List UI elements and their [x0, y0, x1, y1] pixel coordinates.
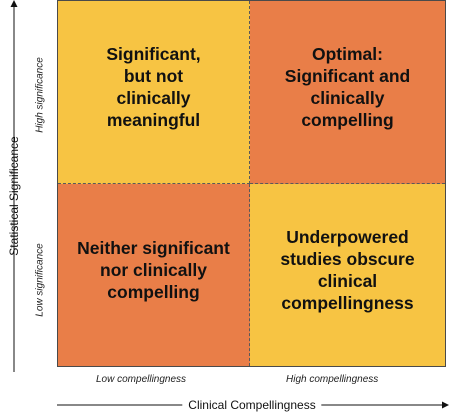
quadrant-text-line: clinical: [317, 271, 378, 291]
quadrant-text-line: clinically: [116, 88, 191, 108]
y-tick-low-significance: Low significance: [34, 243, 46, 317]
quadrant-text-line: Optimal:: [312, 44, 383, 65]
quadrant-text-line: clinically: [310, 88, 385, 108]
y-tick-high-significance: High significance: [34, 57, 46, 133]
y-axis-arrow: [10, 0, 18, 372]
y-axis-title: Statistical Significance: [7, 136, 21, 256]
quadrant-text-line: nor clinically: [100, 260, 207, 281]
quadrant-text-line: compelling: [107, 281, 200, 302]
quadrant-grid: Significant, but not clinically meaningf…: [57, 0, 446, 367]
quadrant-text-line: Significant,: [106, 44, 201, 65]
quadrant-bottom-right: Underpowered studies obscure clinical co…: [250, 184, 445, 366]
quadrant-top-left: Significant, but not clinically meaningf…: [58, 1, 250, 184]
quadrant-bottom-left-text: Neither significant nor clinically compe…: [77, 238, 230, 304]
quadrant-bottom-left: Neither significant nor clinically compe…: [58, 184, 250, 366]
quadrant-top-right: Optimal: Significant and clinically comp…: [250, 1, 445, 184]
quadrant-text-line: studies obscure: [280, 249, 415, 270]
quadrant-top-right-text: Optimal: Significant and clinically comp…: [285, 44, 410, 132]
quadrant-text-line: but not: [123, 66, 184, 87]
quadrant-text-line: Underpowered: [286, 227, 409, 248]
quadrant-text-line: Neither significant: [77, 238, 230, 259]
quadrant-text-line: Significant and: [284, 66, 411, 87]
x-tick-low-compellingness: Low compellingness: [96, 374, 187, 385]
quadrant-text-line: meaningful: [106, 109, 201, 130]
x-tick-high-compellingness: High compellingness: [286, 374, 379, 385]
quadrant-text-line: compellingness: [281, 292, 414, 313]
x-axis-title: Clinical Compellingness: [182, 398, 322, 412]
quadrant-top-left-text: Significant, but not clinically meaningf…: [106, 44, 200, 132]
quadrant-bottom-right-text: Underpowered studies obscure clinical co…: [280, 227, 414, 315]
quadrant-text-line: compelling: [301, 109, 394, 130]
